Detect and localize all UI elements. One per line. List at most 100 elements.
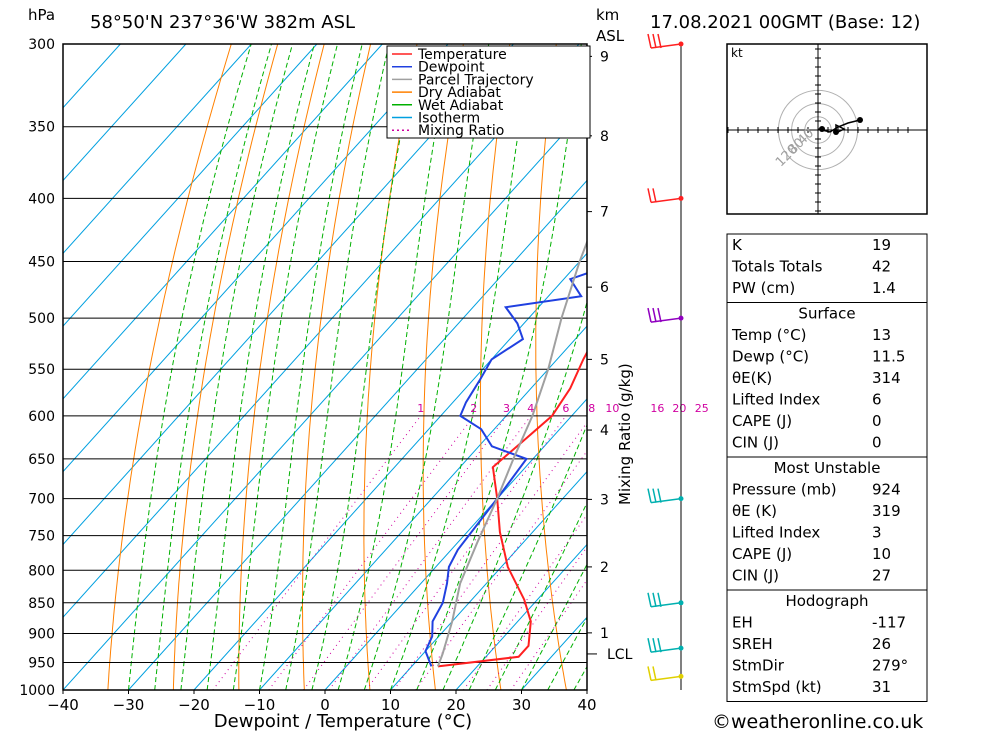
- lcl-label: LCL: [607, 647, 633, 663]
- hodograph-index-label: EH: [732, 614, 753, 632]
- wet-adiabat-line: [443, 44, 639, 690]
- wet-adiabat-line: [181, 44, 293, 690]
- most-unstable-index-value: 27: [872, 567, 891, 585]
- hodograph-index-label: SREH: [732, 635, 773, 653]
- hodograph-index-value: 279°: [872, 657, 908, 675]
- isotherm-line: [0, 44, 579, 690]
- mixing-ratio-line: [366, 416, 566, 690]
- wind-barb-flag: [658, 308, 661, 322]
- legend-label: Mixing Ratio: [418, 123, 504, 139]
- km-tick-label: 2: [600, 560, 609, 576]
- general-index-label: Totals Totals: [731, 258, 823, 276]
- wind-barb-flag: [653, 638, 656, 652]
- most-unstable-index-value: 10: [872, 545, 891, 563]
- pressure-grid: [63, 44, 587, 690]
- mixing-ratio-label: 25: [695, 402, 709, 415]
- wind-barb-flag: [653, 308, 656, 322]
- surface-index-value: 13: [872, 326, 891, 344]
- surface-index-value: 0: [872, 434, 882, 452]
- wind-barb-flag: [648, 638, 651, 652]
- pressure-tick-label: 950: [28, 655, 55, 671]
- wet-adiabat-line: [155, 44, 272, 690]
- wind-barb-flag: [648, 308, 651, 322]
- wind-barb-flag: [653, 489, 656, 503]
- hodograph-box: [727, 44, 927, 214]
- pressure-tick-label: 300: [28, 37, 55, 53]
- x-tick-label: −30: [113, 696, 145, 714]
- surface-index-value: 314: [872, 369, 901, 387]
- km-tick-label: 5: [600, 352, 609, 368]
- most-unstable-index-value: 319: [872, 502, 901, 520]
- mixing-ratio-label: 6: [562, 402, 569, 415]
- general-index-value: 1.4: [872, 279, 896, 297]
- mixing-ratio-label: 1: [417, 402, 424, 415]
- surface-indices-title: Surface: [798, 305, 855, 323]
- most-unstable-index-label: Lifted Index: [732, 524, 820, 542]
- wind-barb-flag: [653, 666, 656, 680]
- wind-barb-flag: [658, 34, 661, 48]
- surface-index-value: 6: [872, 391, 882, 409]
- mixing-ratio-label: 8: [588, 402, 595, 415]
- km-label: km: [596, 6, 619, 24]
- isotherm-line: [0, 44, 513, 690]
- surface-index-label: θE(K): [732, 369, 772, 387]
- surface-index-label: Dewp (°C): [732, 348, 809, 366]
- general-index-label: K: [732, 236, 743, 254]
- wind-barb-flag: [658, 638, 661, 652]
- hodograph-unit: kt: [731, 46, 743, 60]
- mixing-ratio-label: 3: [503, 402, 510, 415]
- general-index-value: 42: [872, 258, 891, 276]
- pressure-tick-label: 350: [28, 120, 55, 136]
- x-tick-label: −20: [178, 696, 210, 714]
- copyright-footer: ©weatheronline.co.uk: [712, 711, 923, 733]
- surface-index-label: CIN (J): [732, 434, 779, 452]
- km-tick-label: 8: [600, 129, 609, 145]
- hodograph-index-label: StmSpd (kt): [732, 678, 822, 696]
- x-tick-label: −40: [47, 696, 79, 714]
- wind-barb-flag: [648, 489, 651, 503]
- km-tick-label: 3: [600, 492, 609, 508]
- plot-frame: [63, 44, 587, 690]
- most-unstable-index-label: CAPE (J): [732, 545, 792, 563]
- asl-label: ASL: [596, 27, 625, 45]
- dry-adiabat-line: [974, 44, 1000, 690]
- dry-adiabat-line: [173, 44, 277, 690]
- wind-barb-flag: [648, 34, 651, 48]
- km-tick-label: 4: [600, 423, 609, 439]
- pressure-tick-label: 550: [28, 362, 55, 378]
- pressure-tick-label: 650: [28, 452, 55, 468]
- storm-motion-point: [833, 129, 839, 135]
- pressure-tick-label: 750: [28, 529, 55, 545]
- wind-barb-flag: [648, 593, 651, 607]
- most-unstable-index-label: Pressure (mb): [732, 481, 837, 499]
- x-tick-label: 40: [577, 696, 596, 714]
- wind-barb-flag: [653, 593, 656, 607]
- wet-adiabat-line: [338, 44, 451, 690]
- hodograph-top-point: [857, 117, 863, 123]
- surface-index-label: Lifted Index: [732, 391, 820, 409]
- wind-barb-flag: [658, 489, 661, 503]
- hodograph-index-value: -117: [872, 614, 906, 632]
- wet-adiabat-line: [469, 44, 702, 690]
- dry-adiabat-line: [364, 44, 417, 690]
- location-title: 58°50'N 237°36'W 382m ASL: [90, 12, 355, 33]
- pressure-tick-label: 450: [28, 255, 55, 271]
- most-unstable-index-label: CIN (J): [732, 567, 779, 585]
- dry-adiabat-line: [641, 44, 697, 690]
- mixing-ratio-axis-title: Mixing Ratio (g/kg): [616, 363, 634, 505]
- pressure-tick-label: 700: [28, 492, 55, 508]
- pressure-tick-label: 850: [28, 596, 55, 612]
- wind-barb-flag: [648, 666, 651, 680]
- mixing-ratio-label: 4: [527, 402, 534, 415]
- wet-adiabat-line: [129, 44, 252, 690]
- mixing-ratio-line: [269, 416, 474, 690]
- pressure-tick-label: 400: [28, 191, 55, 207]
- surface-index-label: CAPE (J): [732, 412, 792, 430]
- x-axis-title: Dewpoint / Temperature (°C): [214, 711, 472, 732]
- most-unstable-indices-title: Most Unstable: [774, 459, 881, 477]
- mixing-ratio-line: [329, 416, 531, 690]
- dry-adiabat-line: [928, 44, 1000, 690]
- km-tick-label: 6: [600, 280, 609, 296]
